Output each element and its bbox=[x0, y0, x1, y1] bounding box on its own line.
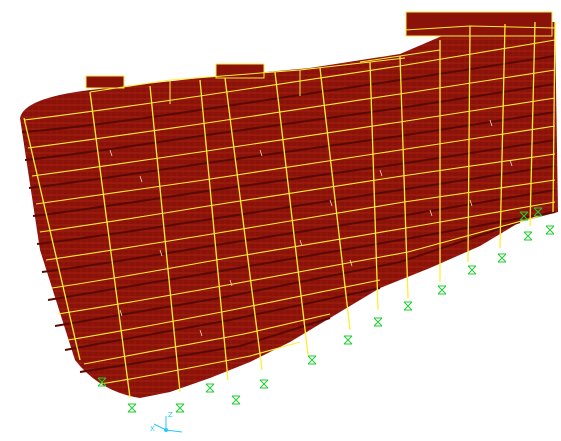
fixed-support-icon bbox=[519, 211, 529, 221]
axis-z-label: Z bbox=[168, 411, 173, 419]
axis-x-label: X bbox=[150, 425, 155, 433]
floor-edges bbox=[21, 55, 556, 373]
fixed-support-icon bbox=[259, 379, 269, 389]
penthouse-left bbox=[85, 75, 125, 89]
fixed-support-icon bbox=[523, 231, 533, 241]
roof-frame bbox=[89, 25, 556, 104]
fixed-support-icon bbox=[533, 207, 543, 217]
front-supports bbox=[97, 377, 241, 413]
fixed-support-icon bbox=[343, 335, 353, 345]
fixed-support-icon bbox=[373, 317, 383, 327]
slab-ticks bbox=[109, 119, 513, 337]
frame-beams bbox=[23, 39, 556, 385]
fixed-support-icon bbox=[437, 285, 447, 295]
penthouse-mid bbox=[215, 63, 265, 79]
frame-columns bbox=[23, 21, 556, 399]
penthouse-right bbox=[405, 11, 553, 37]
base-supports bbox=[259, 207, 555, 389]
fixed-support-icon bbox=[467, 265, 477, 275]
fixed-support-icon bbox=[307, 355, 317, 365]
axis-arrows bbox=[153, 416, 183, 433]
fixed-support-icon bbox=[545, 225, 555, 235]
axis-triad: Z X bbox=[150, 408, 190, 436]
fixed-support-icon bbox=[403, 301, 413, 311]
fixed-support-icon bbox=[497, 253, 507, 263]
